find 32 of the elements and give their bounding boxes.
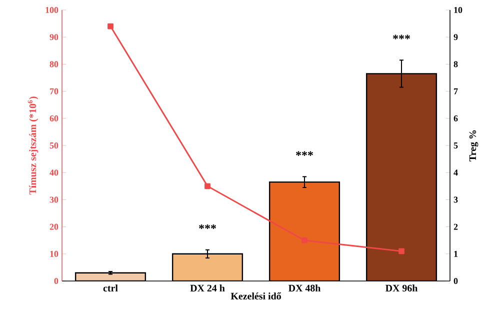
- annotation: ***: [199, 224, 216, 229]
- annotation: ***: [393, 34, 410, 40]
- y2-tick-label: 4: [454, 170, 458, 176]
- y-axis-title: Tímusz sejtszám (*10$^{6}$): [28, 96, 38, 195]
- x-axis-title: Kezelési idő: [230, 292, 282, 300]
- y2-tick-label: 3: [454, 196, 458, 203]
- y2-tick-label: 9: [454, 34, 458, 40]
- y-tick-label: 20: [50, 224, 58, 230]
- y2-tick-label: 2: [454, 224, 458, 230]
- y2-tick-label: 1: [454, 250, 458, 257]
- x-tick-label: DX 96h: [385, 284, 418, 292]
- y2-tick-label: 0: [454, 278, 458, 284]
- y-tick-label: 40: [50, 170, 58, 176]
- y-tick-label: 70: [50, 88, 58, 94]
- y2-tick-label: 8: [454, 61, 458, 68]
- y-tick-label: 80: [50, 61, 58, 68]
- x-tick-label: ctrl: [103, 284, 118, 292]
- x-tick-label: DX 24 h: [190, 284, 225, 292]
- y-tick-label: 100: [46, 6, 58, 14]
- y-tick-label: 90: [50, 34, 58, 40]
- y2-tick-label: 6: [454, 115, 458, 122]
- y-tick-label: 0: [54, 278, 58, 284]
- y-tick-label: 30: [50, 196, 58, 203]
- y-tick-label: 10: [50, 250, 58, 257]
- x-tick-label: DX 48h: [288, 284, 321, 292]
- y2-tick-label: 5: [454, 142, 458, 148]
- y2-tick-label: 10: [454, 6, 462, 14]
- y2-tick-label: 7: [454, 88, 458, 94]
- y2-axis-title: Treg %: [469, 130, 478, 162]
- y-tick-label: 50: [50, 142, 58, 149]
- y-tick-label: 60: [50, 115, 58, 122]
- annotation: ***: [296, 151, 313, 156]
